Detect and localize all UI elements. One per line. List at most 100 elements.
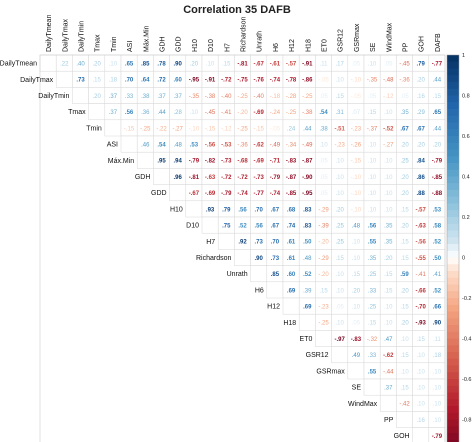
cell-value: .10: [336, 78, 345, 84]
legend-swatch: [447, 311, 459, 319]
cell-value: .54: [157, 143, 166, 149]
col-label: GSR12: [338, 29, 345, 52]
col-label: Tmin: [111, 36, 118, 52]
row-label: GOH: [394, 433, 410, 440]
col-label: H12: [289, 39, 296, 52]
cell-value: .15: [368, 321, 377, 327]
cell-value: -.23: [351, 126, 362, 132]
legend-swatch: [447, 257, 459, 265]
row-label: GDH: [135, 174, 151, 181]
cell-value: -.38: [302, 110, 313, 116]
col-label: SE: [370, 42, 377, 52]
cell-value: .52: [433, 240, 442, 246]
cell-value: .61: [287, 240, 296, 246]
cell-value: .37: [109, 94, 118, 100]
cell-value: .05: [319, 94, 328, 100]
legend-swatch: [447, 372, 459, 380]
cell-value: .50: [433, 256, 442, 262]
legend-tick: 0.8: [462, 94, 470, 100]
col-label: H10: [192, 39, 199, 52]
cell-value: .05: [319, 159, 328, 165]
legend-swatch: [447, 365, 459, 373]
col-label: DailyTmax: [62, 18, 69, 52]
cell-value: .05: [319, 191, 328, 197]
cell-value: .05: [352, 62, 361, 68]
cell-value: -.85: [286, 191, 297, 197]
legend-tick: 0.4: [462, 175, 470, 181]
chart-title: Correlation 35 DAFB: [183, 4, 291, 16]
cell-value: .25: [368, 305, 377, 311]
cell-value: -.27: [383, 143, 394, 149]
cell-value: -.70: [416, 305, 427, 311]
cell-value: -.25: [302, 94, 313, 100]
cell-value: .15: [93, 78, 102, 84]
legend-swatch: [447, 82, 459, 90]
legend-swatch: [447, 352, 459, 360]
row-label: Tmax: [68, 109, 86, 116]
cell-value: .31: [336, 110, 345, 116]
cell-value: .59: [400, 272, 409, 278]
cell-value: .10: [400, 337, 409, 343]
cell-value: .70: [125, 78, 134, 84]
cell-value: .05: [319, 175, 328, 181]
cell-value: -.62: [383, 353, 394, 359]
diagonal-cell: [169, 184, 187, 202]
cell-value: .58: [433, 224, 442, 230]
cell-value: .79: [417, 62, 426, 68]
legend-swatch: [447, 399, 459, 407]
cell-value: .70: [255, 207, 264, 213]
row-label: D10: [186, 223, 199, 230]
cell-value: .56: [255, 224, 264, 230]
legend-swatch: [447, 68, 459, 76]
cell-value: -.15: [351, 159, 362, 165]
col-label: DAFB: [435, 33, 442, 52]
cell-value: -.73: [254, 175, 265, 181]
cell-value: -.41: [221, 110, 232, 116]
cell-value: .10: [368, 191, 377, 197]
cell-value: -.55: [416, 256, 427, 262]
cell-value: .46: [141, 143, 150, 149]
cell-value: -.97: [335, 337, 346, 343]
cell-value: -.25: [140, 126, 151, 132]
cell-value: -.25: [318, 321, 329, 327]
cell-value: -.57: [286, 62, 297, 68]
cell-value: -.10: [351, 191, 362, 197]
diagonal-cell: [250, 265, 268, 283]
legend-swatch: [447, 304, 459, 312]
cell-value: -.81: [237, 62, 248, 68]
cell-value: -.87: [302, 159, 313, 165]
legend-swatch: [447, 88, 459, 96]
cell-value: .05: [368, 94, 377, 100]
row-labels: DailyTmean DailyTmax DailyTmin Tmax Tmin ASI M…: [0, 61, 410, 441]
cell-value: -.77: [432, 62, 443, 68]
row-label: H6: [255, 287, 264, 294]
cell-value: -.25: [237, 126, 248, 132]
color-legend: 10.80.60.40.20-0.2-0.4-0.6-0.8-1: [446, 53, 471, 442]
cell-value: .22: [60, 62, 69, 68]
legend-swatch: [447, 264, 459, 272]
cell-value: .35: [384, 224, 393, 230]
cell-value: -.82: [205, 159, 216, 165]
row-label: SE: [352, 385, 362, 392]
cell-value: -.35: [367, 78, 378, 84]
cell-value: .37: [384, 386, 393, 392]
cell-value: .10: [368, 143, 377, 149]
cell-value: -.05: [351, 94, 362, 100]
cell-value: .10: [400, 369, 409, 375]
cell-value: .10: [368, 62, 377, 68]
cell-value: -.45: [205, 110, 216, 116]
diagonal-cell: [266, 281, 284, 299]
legend-swatch: [447, 223, 459, 231]
cell-value: .94: [174, 159, 183, 165]
cell-value: .20: [417, 143, 426, 149]
cell-value: .74: [287, 224, 296, 230]
cell-value: -.56: [416, 240, 427, 246]
cell-value: -.79: [432, 434, 443, 440]
cell-value: .18: [433, 353, 442, 359]
diagonal-cell: [55, 70, 73, 88]
cell-value: -.23: [318, 305, 329, 311]
cell-value: .49: [352, 353, 361, 359]
cell-value: -.68: [237, 159, 248, 165]
diagonal-cell: [201, 216, 219, 234]
